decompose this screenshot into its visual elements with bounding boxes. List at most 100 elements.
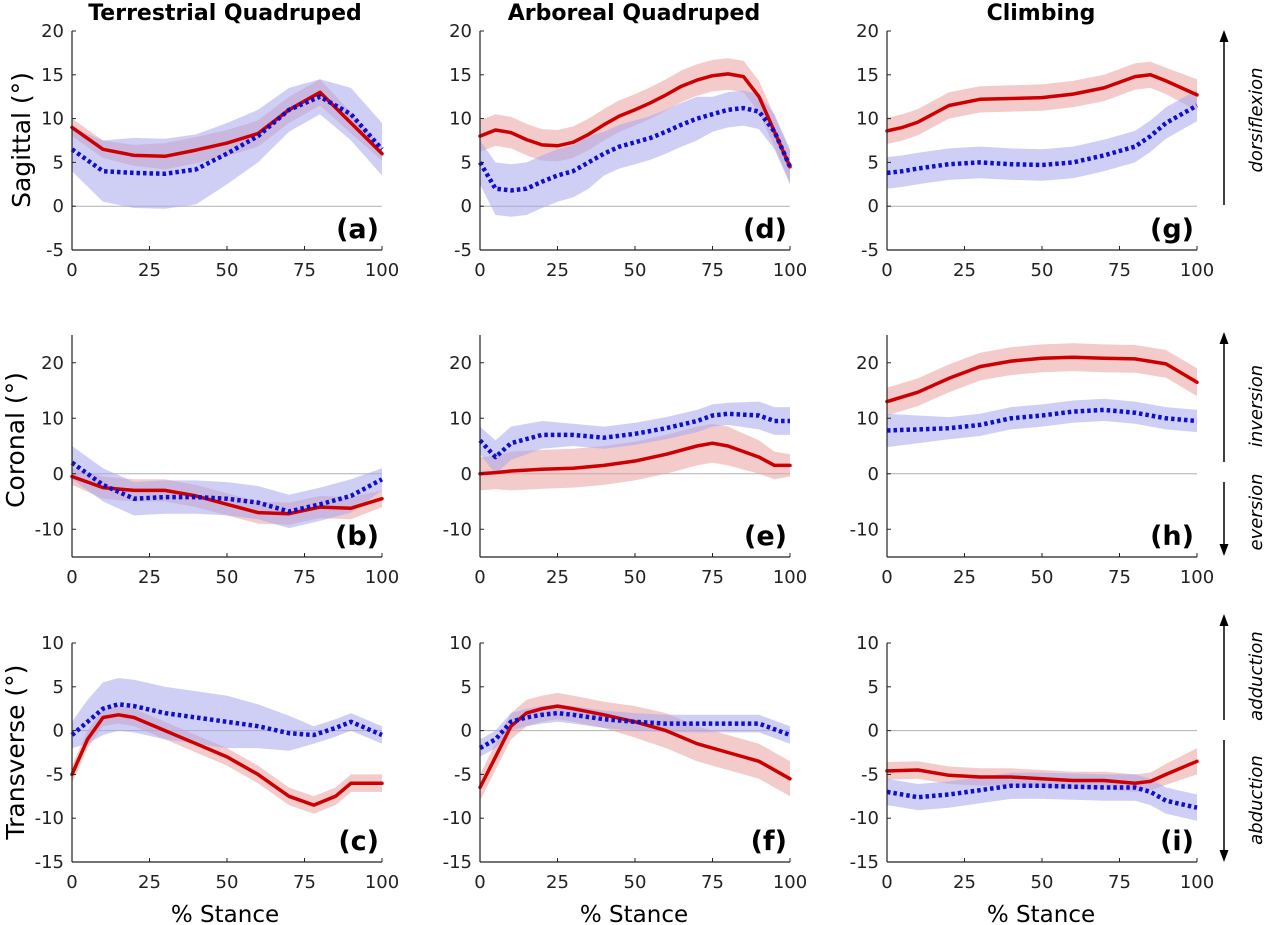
row-label-sagittal: Sagittal (°) xyxy=(7,72,36,208)
y-tick-label: -15 xyxy=(850,852,879,873)
x-tick-label: 75 xyxy=(1108,567,1131,588)
y-tick-label: -10 xyxy=(35,808,64,829)
row-label-coronal: Coronal (°) xyxy=(1,372,30,508)
abduction-arrowhead xyxy=(1219,850,1229,862)
band-f-blue xyxy=(480,704,790,757)
y-tick-label: 0 xyxy=(868,196,879,217)
y-tick-label: 0 xyxy=(53,196,64,217)
panel-label-e: (e) xyxy=(744,521,787,552)
inversion-arrowhead xyxy=(1219,332,1229,344)
y-tick-label: -5 xyxy=(46,240,64,261)
panel-label-h: (h) xyxy=(1150,521,1194,552)
x-tick-label: 50 xyxy=(216,567,239,588)
x-tick-label: 75 xyxy=(701,260,724,281)
y-tick-label: -10 xyxy=(850,519,879,540)
adduction-label: adduction xyxy=(1246,631,1267,721)
x-tick-label: 50 xyxy=(1031,872,1054,893)
x-tick-label: 100 xyxy=(1180,260,1214,281)
y-tick-label: 0 xyxy=(461,464,472,485)
column-title-climbing: Climbing xyxy=(987,1,1096,26)
y-tick-label: 15 xyxy=(449,65,472,86)
y-tick-label: 20 xyxy=(449,21,472,42)
panel-b: -10 0 10 20 0 25 50 75 100 (b) xyxy=(35,335,399,588)
y-tick-label: 20 xyxy=(449,353,472,374)
x-tick-label: 0 xyxy=(881,567,892,588)
x-axis-label-col1: % Stance xyxy=(171,902,279,925)
y-tick-label: 0 xyxy=(53,721,64,742)
series-line-i-red xyxy=(885,759,1199,785)
x-tick-label: 50 xyxy=(624,567,647,588)
y-tick-label: 10 xyxy=(449,633,472,654)
y-tick-label: 10 xyxy=(856,408,879,429)
dorsiflexion-label: dorsiflexion xyxy=(1246,68,1267,173)
y-tick-label: 10 xyxy=(449,109,472,130)
y-tick-label: 15 xyxy=(41,65,64,86)
series-line-c-red xyxy=(70,713,384,807)
x-tick-label: 100 xyxy=(773,872,807,893)
x-tick-label: 0 xyxy=(66,567,77,588)
x-tick-label: 0 xyxy=(881,260,892,281)
x-tick-label: 0 xyxy=(881,872,892,893)
y-tick-label: 5 xyxy=(53,152,64,173)
x-tick-label: 25 xyxy=(953,567,976,588)
x-tick-label: 50 xyxy=(624,872,647,893)
y-tick-label: 5 xyxy=(868,677,879,698)
band-c-blue xyxy=(72,678,382,751)
y-tick-label: 0 xyxy=(868,721,879,742)
x-tick-label: 0 xyxy=(474,567,485,588)
band-h-blue xyxy=(887,398,1197,448)
series-line-g-blue xyxy=(886,103,1199,176)
y-tick-label: -10 xyxy=(850,808,879,829)
panel-label-d: (d) xyxy=(743,214,787,245)
y-tick-label: -10 xyxy=(35,519,64,540)
band-h-red xyxy=(887,343,1197,416)
y-tick-label: 10 xyxy=(856,633,879,654)
x-tick-label: 25 xyxy=(953,260,976,281)
x-tick-label: 100 xyxy=(365,260,399,281)
column-title-arboreal: Arboreal Quadruped xyxy=(508,1,760,26)
x-axis-label-col3: % Stance xyxy=(987,902,1095,925)
band-b-blue xyxy=(72,446,382,529)
y-tick-label: -5 xyxy=(46,764,64,785)
x-tick-label: 0 xyxy=(66,872,77,893)
y-tick-label: 10 xyxy=(41,109,64,130)
y-tick-label: 10 xyxy=(41,408,64,429)
y-tick-label: -10 xyxy=(443,519,472,540)
x-tick-label: 75 xyxy=(293,567,316,588)
y-tick-label: -10 xyxy=(443,808,472,829)
x-tick-label: 25 xyxy=(546,872,569,893)
y-tick-label: 5 xyxy=(461,677,472,698)
y-tick-label: 0 xyxy=(53,464,64,485)
x-tick-label: 50 xyxy=(1031,567,1054,588)
x-tick-label: 50 xyxy=(216,260,239,281)
x-tick-label: 100 xyxy=(773,260,807,281)
x-tick-label: 100 xyxy=(1180,872,1214,893)
y-tick-label: 0 xyxy=(461,196,472,217)
y-tick-label: 20 xyxy=(856,353,879,374)
x-tick-label: 0 xyxy=(474,260,485,281)
x-tick-label: 75 xyxy=(1108,260,1131,281)
panel-e: -10 0 10 20 0 25 50 75 100 (e) xyxy=(443,335,807,588)
series-line-d-blue xyxy=(478,105,793,193)
panel-label-f: (f) xyxy=(751,826,787,857)
x-tick-label: 75 xyxy=(293,260,316,281)
x-tick-label: 100 xyxy=(1180,567,1214,588)
x-tick-label: 0 xyxy=(474,872,485,893)
y-tick-label: 0 xyxy=(868,464,879,485)
series-line-i-blue xyxy=(886,783,1198,810)
series-line-d-red xyxy=(478,72,792,169)
panel-label-i: (i) xyxy=(1160,826,1194,857)
x-tick-label: 50 xyxy=(624,260,647,281)
adduction-arrowhead xyxy=(1219,614,1229,626)
y-tick-label: -5 xyxy=(454,764,472,785)
series-line-b-red xyxy=(70,474,384,516)
series-line-e-red xyxy=(478,441,792,476)
y-tick-label: 5 xyxy=(53,677,64,698)
y-tick-label: 20 xyxy=(41,353,64,374)
x-tick-label: 25 xyxy=(138,872,161,893)
y-tick-label: 20 xyxy=(856,21,879,42)
x-tick-label: 0 xyxy=(66,260,77,281)
